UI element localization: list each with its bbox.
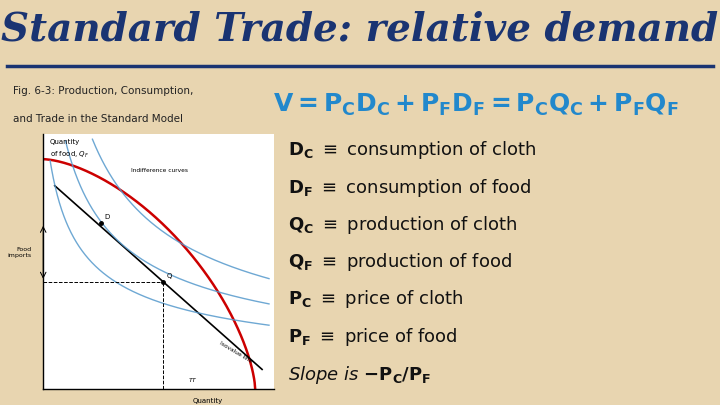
Text: Quantity: Quantity — [193, 398, 223, 404]
Text: $\mathbf{Q_C}$ $\equiv$ production of cloth: $\mathbf{Q_C}$ $\equiv$ production of cl… — [288, 214, 518, 236]
Text: Q: Q — [166, 273, 172, 279]
Text: Indifference curves: Indifference curves — [131, 168, 188, 173]
Text: $\mathbf{P_C}$ $\equiv$ price of cloth: $\mathbf{P_C}$ $\equiv$ price of cloth — [288, 288, 463, 311]
Text: Slope is $\mathbf{-P_C/P_F}$: Slope is $\mathbf{-P_C/P_F}$ — [288, 364, 431, 386]
Text: D: D — [104, 214, 109, 220]
Text: $\mathbf{P_F}$ $\equiv$ price of food: $\mathbf{P_F}$ $\equiv$ price of food — [288, 326, 458, 348]
Text: and Trade in the Standard Model: and Trade in the Standard Model — [12, 115, 183, 124]
Text: Food
imports: Food imports — [7, 247, 32, 258]
Text: of food, $Q_F$: of food, $Q_F$ — [50, 149, 89, 160]
Text: $\mathbf{D_C}$ $\equiv$ consumption of cloth: $\mathbf{D_C}$ $\equiv$ consumption of c… — [288, 139, 536, 162]
Text: $\mathbf{V = P_CD_C + P_FD_F = P_CQ_C + P_FQ_F}$: $\mathbf{V = P_CD_C + P_FD_F = P_CQ_C + … — [273, 92, 679, 118]
Text: Quantity: Quantity — [50, 139, 81, 145]
Text: $\mathbf{Q_F}$ $\equiv$ production of food: $\mathbf{Q_F}$ $\equiv$ production of fo… — [288, 251, 512, 273]
Text: $\mathbf{D_F}$ $\equiv$ consumption of food: $\mathbf{D_F}$ $\equiv$ consumption of f… — [288, 177, 531, 199]
Text: Standard Trade: relative demand: Standard Trade: relative demand — [1, 10, 719, 48]
Text: TT: TT — [189, 378, 196, 384]
Text: Isovalue line: Isovalue line — [218, 341, 253, 364]
Text: Fig. 6-3: Production, Consumption,: Fig. 6-3: Production, Consumption, — [12, 86, 193, 96]
